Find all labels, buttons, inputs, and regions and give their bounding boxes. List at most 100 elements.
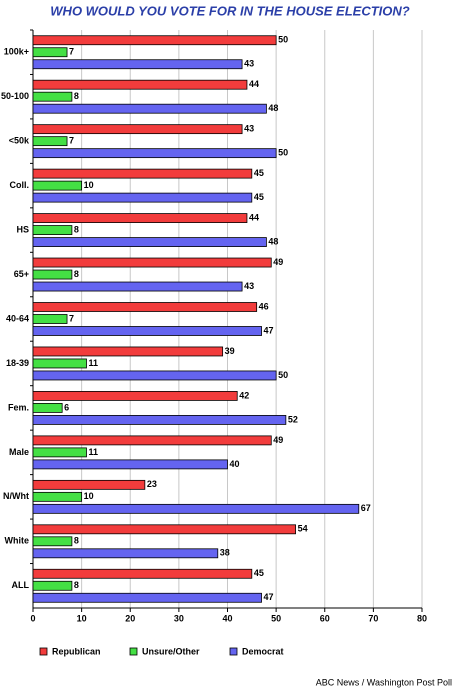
bar xyxy=(32,314,68,324)
bar xyxy=(32,403,63,413)
data-label: 11 xyxy=(88,358,98,368)
bar xyxy=(32,180,83,191)
bar xyxy=(32,257,272,268)
x-tick-label: 30 xyxy=(174,613,184,623)
bar xyxy=(32,281,243,292)
data-label: 45 xyxy=(254,568,264,578)
data-label: 52 xyxy=(288,414,298,424)
bar xyxy=(32,148,277,159)
data-label: 50 xyxy=(278,35,288,45)
bar xyxy=(32,237,267,247)
legend-label: Unsure/Other xyxy=(142,646,200,656)
bar xyxy=(32,124,243,135)
data-label: 54 xyxy=(298,524,308,534)
bar xyxy=(32,225,73,235)
y-tick-label: Coll. xyxy=(10,180,30,190)
bar xyxy=(32,47,68,58)
legend-label: Democrat xyxy=(242,646,284,656)
data-label: 50 xyxy=(278,148,288,158)
legend-swatch xyxy=(129,647,138,656)
data-label: 8 xyxy=(74,269,79,279)
y-tick-label: White xyxy=(5,536,30,546)
x-tick-label: 10 xyxy=(77,613,87,623)
data-label: 50 xyxy=(278,370,288,380)
data-label: 44 xyxy=(249,79,259,89)
bar xyxy=(32,435,272,446)
legend-label: Republican xyxy=(52,646,101,656)
bar xyxy=(32,326,262,336)
x-tick-label: 50 xyxy=(271,613,281,623)
bar xyxy=(32,415,287,425)
data-label: 8 xyxy=(74,580,79,590)
data-label: 8 xyxy=(74,224,79,234)
legend-swatch xyxy=(229,647,238,656)
bar xyxy=(32,192,253,203)
data-label: 7 xyxy=(69,313,74,323)
bar xyxy=(32,213,248,223)
source: ABC News / Washington Post Poll xyxy=(316,677,452,687)
data-label: 6 xyxy=(64,402,69,412)
bar xyxy=(32,568,253,579)
bar xyxy=(32,302,258,312)
bar xyxy=(32,491,83,502)
data-label: 45 xyxy=(254,168,264,178)
bar xyxy=(32,524,296,535)
data-label: 48 xyxy=(268,103,278,113)
data-label: 46 xyxy=(259,301,269,311)
bar xyxy=(32,103,267,114)
bar xyxy=(32,503,360,514)
y-tick-label: 50-100 xyxy=(1,91,29,101)
data-label: 42 xyxy=(239,390,249,400)
data-label: 10 xyxy=(84,491,94,501)
bar xyxy=(32,168,253,179)
x-tick-label: 60 xyxy=(320,613,330,623)
data-label: 39 xyxy=(225,346,235,356)
chart-title: WHO WOULD YOU VOTE FOR IN THE HOUSE ELEC… xyxy=(50,3,409,18)
data-label: 49 xyxy=(273,257,283,267)
y-tick-label: <50k xyxy=(9,136,30,146)
data-label: 47 xyxy=(264,592,274,602)
bar xyxy=(32,479,146,490)
data-label: 8 xyxy=(74,91,79,101)
data-label: 10 xyxy=(84,180,94,190)
bar xyxy=(32,91,73,102)
y-tick-label: 18-39 xyxy=(6,358,29,368)
bar xyxy=(32,136,68,147)
bar xyxy=(32,346,224,357)
legend-swatch xyxy=(39,647,48,656)
data-label: 49 xyxy=(273,435,283,445)
bar xyxy=(32,459,228,470)
data-label: 40 xyxy=(230,459,240,469)
y-tick-label: Male xyxy=(9,447,29,457)
y-tick-label: 65+ xyxy=(14,269,29,279)
bar xyxy=(32,35,277,46)
x-tick-label: 70 xyxy=(368,613,378,623)
x-tick-label: 80 xyxy=(417,613,427,623)
data-label: 7 xyxy=(69,136,74,146)
bar xyxy=(32,370,277,381)
data-label: 67 xyxy=(361,503,371,513)
bar xyxy=(32,592,262,603)
x-tick-label: 0 xyxy=(30,613,35,623)
bar xyxy=(32,548,219,559)
x-tick-label: 20 xyxy=(125,613,135,623)
data-label: 7 xyxy=(69,47,74,57)
y-tick-label: N/Wht xyxy=(3,491,29,501)
data-label: 23 xyxy=(147,479,157,489)
bar xyxy=(32,447,87,458)
y-tick-label: HS xyxy=(16,224,29,234)
data-label: 45 xyxy=(254,192,264,202)
bar xyxy=(32,536,73,547)
y-tick-label: ALL xyxy=(12,580,30,590)
bar xyxy=(32,79,248,90)
data-label: 11 xyxy=(88,447,98,457)
bar xyxy=(32,358,87,369)
bar xyxy=(32,391,238,401)
bar xyxy=(32,269,73,280)
data-label: 48 xyxy=(268,236,278,246)
bar xyxy=(32,580,73,591)
bar xyxy=(32,59,243,70)
y-tick-label: 100k+ xyxy=(4,47,29,57)
data-label: 38 xyxy=(220,548,230,558)
